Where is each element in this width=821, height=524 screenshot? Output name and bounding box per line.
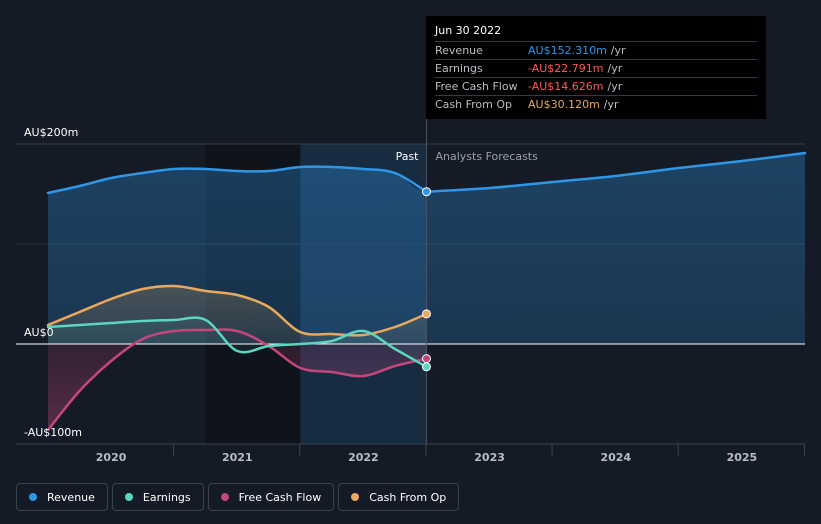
legend-label: Earnings xyxy=(142,490,191,504)
legend-label: Cash From Op xyxy=(369,490,447,504)
series-endpoint-free-cash-flow xyxy=(422,354,431,364)
series-endpoint-cash-from-op xyxy=(422,309,431,319)
tooltip-unit: /yr xyxy=(610,44,626,57)
tooltip-row-earnings: Earnings -AU$22.791m /yr xyxy=(435,59,757,77)
legend-dot-icon xyxy=(351,493,360,501)
tooltip-value: AU$152.310m xyxy=(528,44,607,57)
forecast-label: Analysts Forecasts xyxy=(436,150,539,163)
tooltip-label: Free Cash Flow xyxy=(435,80,518,93)
x-tick-label: 2023 xyxy=(474,451,505,464)
legend-label: Free Cash Flow xyxy=(238,490,322,504)
y-axis-label: AU$200m xyxy=(24,126,78,139)
past-label: Past xyxy=(396,150,420,163)
tooltip-label: Revenue xyxy=(435,44,483,57)
tooltip-label: Earnings xyxy=(435,62,483,75)
x-tick-label: 2022 xyxy=(348,451,379,464)
tooltip-value: AU$30.120m xyxy=(528,98,600,111)
legend: Revenue Earnings Free Cash Flow Cash Fro… xyxy=(16,483,463,511)
legend-item-cash-from-op[interactable]: Cash From Op xyxy=(338,483,460,511)
cash-from-op-line xyxy=(46,284,428,337)
tooltip-unit: /yr xyxy=(607,80,623,93)
free-cash-flow-area xyxy=(48,344,427,430)
cash-from-op-area xyxy=(48,285,427,344)
revenue-line xyxy=(46,165,428,195)
series-endpoint-earnings xyxy=(422,362,431,372)
legend-dot-icon xyxy=(124,493,133,501)
legend-item-revenue[interactable]: Revenue xyxy=(16,483,108,511)
legend-label: Revenue xyxy=(47,490,95,504)
legend-dot-icon xyxy=(220,493,229,501)
y-axis-label: AU$0 xyxy=(24,326,54,339)
tooltip-row-cash-from-op: Cash From Op AU$30.120m /yr xyxy=(435,95,757,113)
legend-item-free-cash-flow[interactable]: Free Cash Flow xyxy=(207,483,335,511)
tooltip-label: Cash From Op xyxy=(435,98,513,111)
tooltip-row-revenue: Revenue AU$152.310m /yr xyxy=(435,41,757,59)
x-tick-label: 2020 xyxy=(96,451,127,464)
x-tick-label: 2024 xyxy=(600,451,631,464)
free-cash-flow-line xyxy=(46,328,428,432)
tooltip-unit: /yr xyxy=(603,98,619,111)
tooltip-date: Jun 30 2022 xyxy=(435,24,502,37)
legend-item-earnings[interactable]: Earnings xyxy=(111,483,204,511)
tooltip-value: -AU$14.626m xyxy=(528,80,604,93)
revenue-forecast-line xyxy=(425,151,807,193)
series-endpoint-revenue xyxy=(422,187,431,197)
tooltip-row-free-cash-flow: Free Cash Flow -AU$14.626m /yr xyxy=(435,77,757,95)
earnings-area xyxy=(48,317,427,367)
tooltip-value: -AU$22.791m xyxy=(528,62,604,75)
x-tick-label: 2025 xyxy=(727,451,758,464)
tooltip: Jun 30 2022 Revenue AU$152.310m /yr Earn… xyxy=(426,16,766,119)
x-tick-label: 2021 xyxy=(222,451,253,464)
y-axis-label: -AU$100m xyxy=(24,426,82,439)
legend-dot-icon xyxy=(29,493,37,501)
earnings-line xyxy=(46,316,428,369)
tooltip-unit: /yr xyxy=(607,62,623,75)
